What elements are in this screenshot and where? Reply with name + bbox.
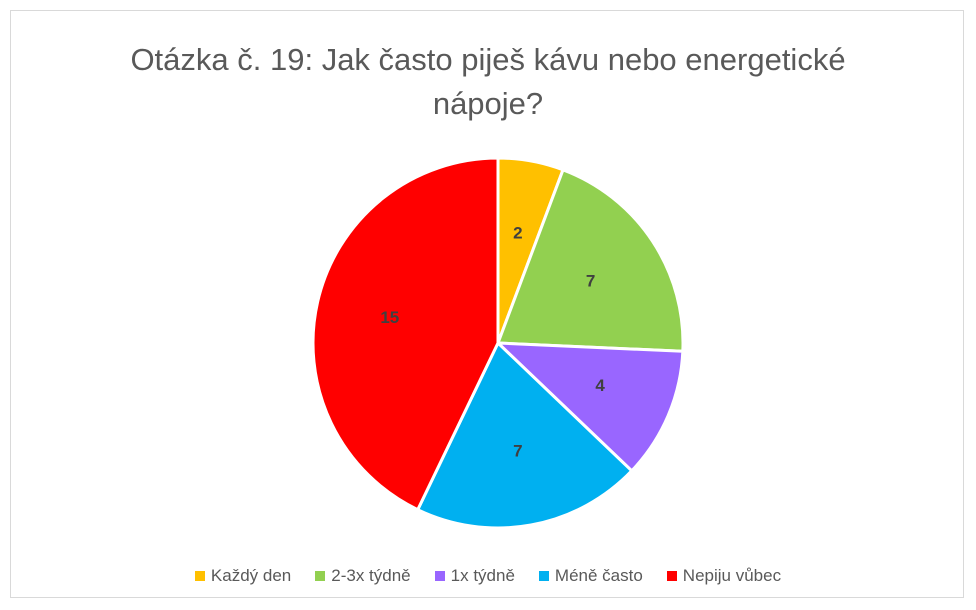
legend-item: Méně často xyxy=(538,566,643,586)
legend-label: Nepiju vůbec xyxy=(682,566,782,585)
data-label: 2 xyxy=(513,223,522,242)
legend-swatch xyxy=(434,571,445,581)
legend-label: Každý den xyxy=(210,566,292,585)
legend-item: Každý den xyxy=(194,566,292,586)
legend: Každý den 2-3x týdně 1x týdně Méně často Nep… xyxy=(0,566,976,586)
chart-title: Otázka č. 19: Jak často piješ kávu nebo … xyxy=(130,42,846,121)
chart-frame xyxy=(10,10,964,598)
legend-item: 1x týdně xyxy=(434,566,515,586)
legend-swatch xyxy=(538,571,549,581)
legend-label: Méně často xyxy=(554,566,643,585)
pie-slice xyxy=(311,156,500,512)
legend-item: 2-3x týdně xyxy=(315,566,411,586)
data-label: 7 xyxy=(586,271,595,290)
legend-swatch xyxy=(666,571,677,581)
pie-slice xyxy=(494,341,685,473)
pie-slice xyxy=(415,340,634,530)
pie-slice xyxy=(495,167,685,353)
data-label: 15 xyxy=(380,308,399,327)
legend-label: 2-3x týdně xyxy=(331,566,411,585)
data-label: 7 xyxy=(513,442,522,461)
legend-swatch xyxy=(194,571,205,581)
legend-item: Nepiju vůbec xyxy=(666,566,782,586)
data-label: 4 xyxy=(595,376,605,395)
legend-label: 1x týdně xyxy=(450,566,515,585)
legend-swatch xyxy=(315,571,326,581)
